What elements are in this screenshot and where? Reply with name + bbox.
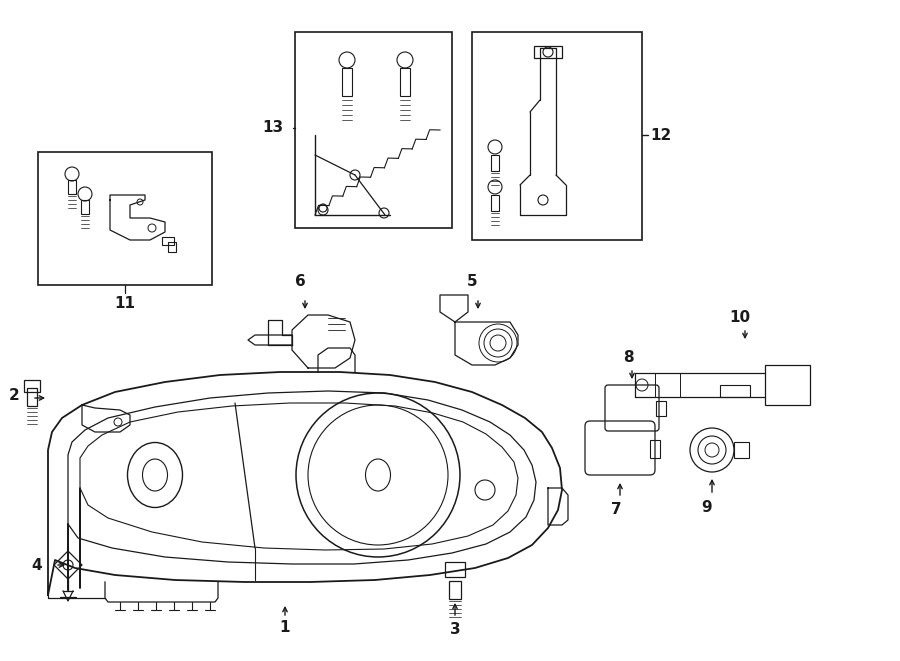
Text: 2: 2 [9,387,20,403]
Text: 6: 6 [294,274,305,290]
Bar [400,68,410,96]
Bar [162,237,174,245]
Bar [656,401,666,416]
Bar [491,195,499,211]
Text: 12: 12 [650,128,671,143]
Bar [168,242,176,252]
Bar [472,32,642,240]
Bar [24,380,40,392]
Bar [81,200,89,214]
Text: 1: 1 [280,621,290,635]
Text: 5: 5 [467,274,477,290]
Text: 9: 9 [702,500,712,514]
Bar [491,155,499,171]
Text: 13: 13 [262,120,283,136]
Bar [445,562,465,577]
Bar [342,68,352,96]
Bar [650,440,660,458]
Text: 11: 11 [114,295,136,311]
Bar [449,581,461,599]
Bar [295,32,452,228]
Text: 7: 7 [611,502,621,518]
Bar [720,385,750,397]
Bar [68,180,76,194]
Text: 3: 3 [450,623,460,637]
Bar [27,388,37,406]
Bar [734,442,749,458]
Text: 4: 4 [32,557,42,572]
Bar [765,365,810,405]
Bar [38,152,212,285]
Text: 8: 8 [623,350,634,366]
Text: 10: 10 [729,311,751,325]
Bar [534,46,562,58]
